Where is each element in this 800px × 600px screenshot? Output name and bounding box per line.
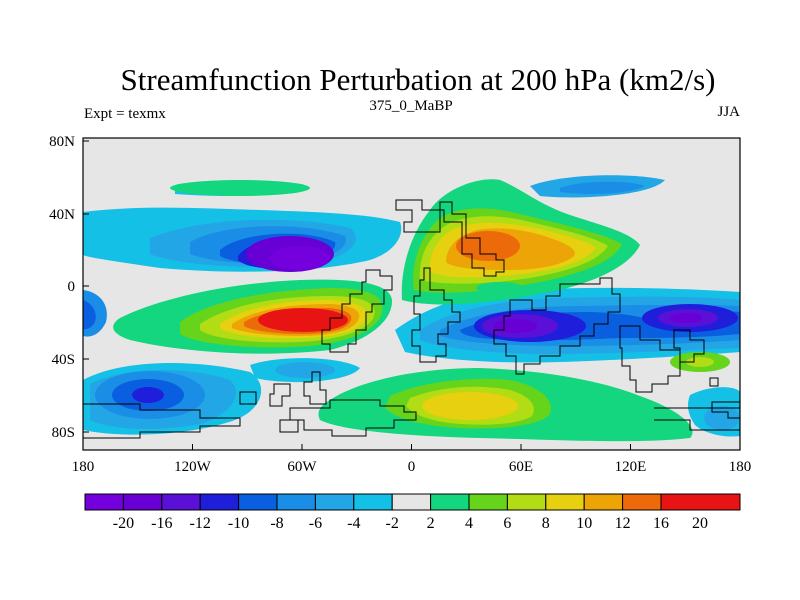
y-tick-label-1: 40N [49, 207, 75, 223]
colorbar-box-5 [276, 493, 316, 511]
chart-title: Streamfunction Perturbation at 200 hPa (… [121, 62, 716, 97]
low-south-pacific [83, 362, 262, 435]
colorbar-box-4 [238, 493, 278, 511]
colorbar-label-15: 20 [692, 515, 708, 532]
x-tick-label-6: 180 [729, 459, 752, 475]
high-indian-south-small [476, 282, 524, 294]
low-north-east-inner [560, 181, 645, 194]
x-tick-labels: 180 120W 60W 0 60E 120E 180 [72, 459, 752, 475]
colorbar-label-7: -2 [386, 515, 399, 532]
colorbar-box-11 [506, 493, 547, 511]
colorbar-box-15 [660, 493, 741, 511]
colorbar-label-5: -6 [309, 515, 322, 532]
x-tick-label-4: 60E [509, 459, 533, 475]
colorbar-box-0 [84, 493, 124, 511]
colorbar-label-2: -12 [190, 515, 211, 532]
colorbar-box-13 [583, 493, 624, 511]
high-southern-ocean [318, 368, 693, 442]
y-tick-label-2: 0 [68, 279, 76, 295]
colorbar-label-6: -4 [347, 515, 360, 532]
colorbar-label-13: 12 [615, 515, 631, 532]
colorbar-box-2 [161, 493, 201, 511]
colorbar-labels: -20 -16 -12 -10 -8 -6 -4 -2 2 4 6 8 10 1… [113, 515, 708, 532]
colorbar-label-8: 2 [427, 515, 435, 532]
right-string: JJA [717, 104, 740, 120]
colorbar: -20 -16 -12 -10 -8 -6 -4 -2 2 4 6 8 10 1… [84, 493, 741, 532]
coastlines [83, 199, 740, 439]
colorbar-label-10: 6 [503, 515, 511, 532]
low-south-central-inner [275, 362, 335, 378]
colorbar-box-9 [430, 493, 470, 511]
y-axis [83, 140, 89, 433]
y-tick-label-4: 80S [52, 425, 75, 441]
colorbar-label-9: 4 [465, 515, 473, 532]
x-axis [82, 444, 741, 450]
low-north-pacific-atlantic [83, 207, 402, 272]
colorbar-box-14 [622, 493, 662, 511]
x-tick-label-3: 0 [408, 459, 416, 475]
colorbar-box-3 [199, 493, 240, 511]
y-tick-label-0: 80N [49, 134, 75, 150]
colorbar-box-1 [122, 493, 163, 511]
colorbar-boxes [84, 493, 741, 511]
high-north-africa-asia [401, 179, 640, 305]
colorbar-label-3: -10 [228, 515, 249, 532]
colorbar-box-12 [545, 493, 585, 511]
colorbar-label-12: 10 [576, 515, 592, 532]
colorbar-label-4: -8 [270, 515, 283, 532]
x-tick-label-0: 180 [72, 459, 95, 475]
colorbar-label-1: -16 [151, 515, 172, 532]
colorbar-label-11: 8 [542, 515, 550, 532]
center-string: 375_0_MaBP [369, 98, 452, 114]
x-tick-label-5: 120E [615, 459, 647, 475]
colorbar-label-14: 16 [653, 515, 669, 532]
colorbar-box-10 [468, 493, 508, 511]
colorbar-box-6 [314, 493, 355, 511]
high-north-pacific-small [170, 180, 310, 196]
colorbar-box-8 [391, 493, 432, 511]
x-tick-label-1: 120W [174, 459, 212, 475]
plot-area [83, 138, 740, 450]
colorbar-box-7 [353, 493, 393, 511]
left-string: Expt = texmx [84, 106, 166, 122]
low-tropical-west-edge-inner [83, 300, 96, 330]
y-tick-labels: 80N 40N 0 40S 80S [49, 134, 75, 441]
x-tick-label-2: 60W [287, 459, 317, 475]
high-west-pacific-small-inner [686, 357, 714, 367]
y-tick-label-3: 40S [52, 352, 75, 368]
colorbar-label-0: -20 [113, 515, 134, 532]
